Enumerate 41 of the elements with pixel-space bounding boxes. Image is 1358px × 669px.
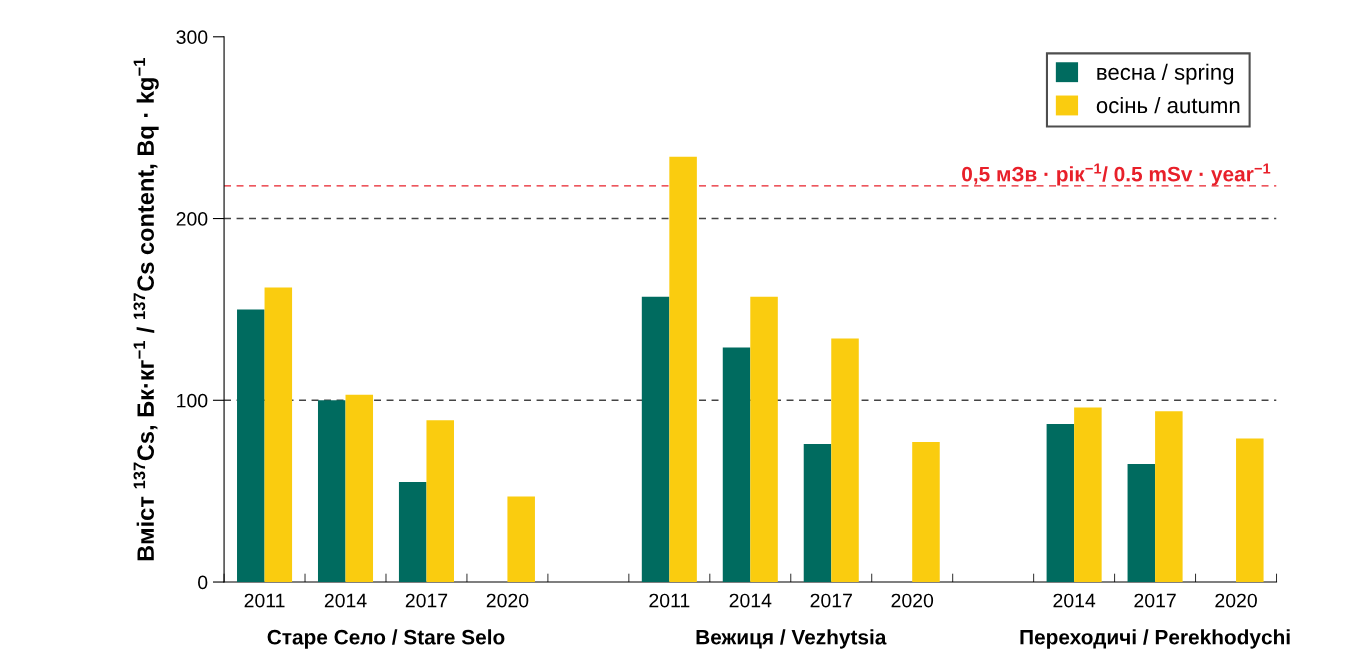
bar bbox=[317, 400, 346, 583]
text: Вежиця / Vezhytsia bbox=[696, 629, 887, 649]
y-tick-label: 300 bbox=[176, 30, 208, 45]
x-tick-label: 2020 bbox=[486, 593, 529, 608]
bar bbox=[345, 394, 374, 583]
bar bbox=[641, 296, 670, 583]
x-tick-label: 2014 bbox=[729, 593, 772, 608]
y-tick-label: 0 bbox=[198, 575, 208, 590]
text: Старе Село / Stare Selo bbox=[267, 629, 505, 649]
bar bbox=[722, 347, 751, 583]
x-tick-label: 2017 bbox=[810, 593, 852, 608]
x-tick-label: 2014 bbox=[1053, 593, 1096, 608]
bar bbox=[1127, 463, 1156, 583]
x-tick-label: 2011 bbox=[649, 593, 690, 608]
bar bbox=[669, 156, 697, 583]
x-tick-label: 2017 bbox=[405, 593, 448, 608]
bar bbox=[237, 309, 265, 583]
x-tick-label: 2017 bbox=[1134, 593, 1176, 608]
text: Переходичі / Perekhodychi bbox=[1020, 629, 1290, 649]
y-axis-title: Вміст $^{137}$Cs, Бк·кг$^{−1}$ / $^{137}$Cs content, Bq · kg$^{−1}$ bbox=[133, 58, 159, 561]
x-tick-label: 2020 bbox=[1215, 593, 1257, 608]
bar bbox=[398, 482, 427, 583]
bar bbox=[750, 296, 778, 583]
y-tick-label: 100 bbox=[177, 393, 208, 408]
bar bbox=[1155, 411, 1183, 583]
bar bbox=[264, 287, 293, 583]
bar bbox=[1046, 423, 1075, 583]
x-tick-label: 2014 bbox=[324, 593, 367, 608]
bar bbox=[426, 420, 454, 583]
ref-line-label: 0,5 мЗв · рік$^{−1}$/ 0.5 mSv · year$^{−1}$ bbox=[962, 163, 1271, 186]
x-tick-label: 2020 bbox=[891, 593, 934, 608]
bar bbox=[912, 442, 940, 583]
bar bbox=[1236, 438, 1264, 583]
bar bbox=[831, 338, 859, 583]
legend-label: весна / spring bbox=[1097, 63, 1234, 85]
y-tick-label: 200 bbox=[176, 212, 208, 226]
bar bbox=[1074, 407, 1102, 583]
bar bbox=[507, 496, 535, 583]
legend-label: осінь / autumn bbox=[1096, 96, 1240, 114]
x-tick-label: 2011 bbox=[244, 593, 285, 608]
bar bbox=[803, 443, 832, 583]
